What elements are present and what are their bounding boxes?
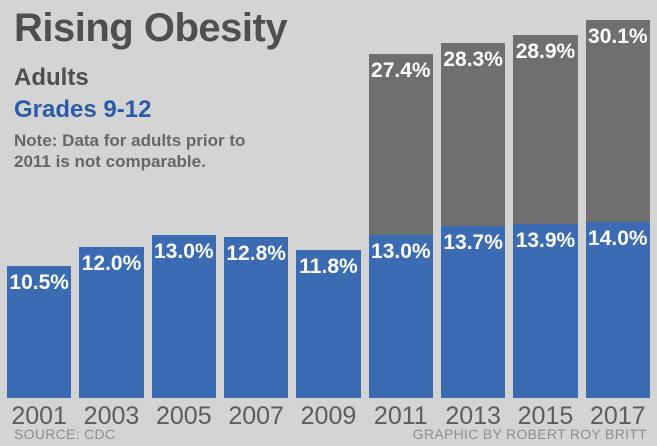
grades-bar-value: 10.5% (9, 271, 69, 295)
grades-bar: 13.9% (513, 223, 578, 398)
year-label: 2001 (11, 402, 67, 430)
note-line-1: Note: Data for adults prior to (14, 131, 246, 150)
source-text: SOURCE: CDC (14, 426, 116, 442)
year-label: 2013 (445, 402, 501, 430)
year-label: 2005 (156, 402, 212, 430)
bar-stack: 12.0% (79, 18, 144, 398)
year-label: 2009 (300, 402, 357, 430)
grades-bar-value: 12.8% (226, 242, 286, 266)
grades-bar: 12.8% (223, 237, 289, 398)
credit-text: GRAPHIC BY ROBERT ROY BRITT (412, 426, 647, 442)
bar-stack: 11.8% (296, 18, 361, 398)
bar-group-2007: 12.8% 2007 (223, 18, 289, 431)
bar-stack: 27.4% 13.0% (368, 18, 433, 398)
bar-stack: 28.9% 13.9% (513, 18, 578, 398)
grades-bar: 13.7% (440, 226, 506, 398)
year-label: 2003 (83, 402, 140, 430)
bar-group-2009: 11.8% 2009 (296, 18, 361, 431)
year-label: 2015 (517, 402, 574, 430)
grades-bar-value: 13.9% (515, 228, 576, 252)
note-line-2: 2011 is not comparable. (14, 152, 206, 172)
adults-bar-value: 27.4% (371, 59, 431, 83)
year-label: 2011 (373, 402, 428, 430)
bar-stack: 10.5% (7, 18, 72, 398)
grades-bar-value: 14.0% (588, 227, 648, 251)
legend-adults-label: Adults (14, 64, 89, 91)
grades-bar: 13.0% (151, 234, 216, 398)
bar-group-2003: 12.0% 2003 (79, 18, 144, 431)
grades-bar: 12.0% (79, 247, 144, 398)
page-title: Rising Obesity (14, 6, 288, 50)
bar-stack: 30.1% 14.0% (585, 18, 650, 398)
bar-group-2001: 10.5% 2001 (7, 18, 72, 431)
bar-group-2011: 27.4% 13.0% 2011 (368, 18, 433, 431)
grades-bar-value: 13.0% (154, 239, 214, 263)
grades-bar-value: 13.7% (443, 231, 503, 255)
grades-bar: 13.0% (368, 234, 433, 398)
grades-bar: 11.8% (296, 249, 361, 398)
year-label: 2007 (228, 402, 284, 430)
bar-group-2013: 28.3% 13.7% 2013 (440, 18, 506, 431)
legend-grades-label: Grades 9-12 (14, 96, 152, 123)
grades-bar: 10.5% (7, 266, 72, 398)
adults-bar-value: 28.3% (443, 47, 503, 71)
grades-bar-value: 11.8% (299, 254, 358, 278)
bar-stack: 12.8% (223, 18, 289, 398)
grades-bar-value: 13.0% (371, 239, 431, 263)
bar-stack: 28.3% 13.7% (440, 18, 506, 398)
grades-bar: 14.0% (585, 222, 650, 398)
grades-bar-value: 12.0% (81, 252, 142, 276)
note-text: Note: Data for adults prior to 2011 is n… (14, 130, 245, 173)
adults-bar-value: 30.1% (588, 25, 648, 49)
adults-bar-value: 28.9% (515, 40, 576, 64)
bar-group-2015: 28.9% 13.9% 2015 (513, 18, 578, 431)
bar-stack: 13.0% (151, 18, 216, 398)
bar-group-2017: 30.1% 14.0% 2017 (585, 18, 650, 431)
bar-group-2005: 13.0% 2005 (151, 18, 216, 431)
year-label: 2017 (589, 402, 646, 430)
bar-chart: 10.5% 2001 12.0% 2003 13.0% 2005 12.8% 2007 11.8… (7, 18, 650, 431)
